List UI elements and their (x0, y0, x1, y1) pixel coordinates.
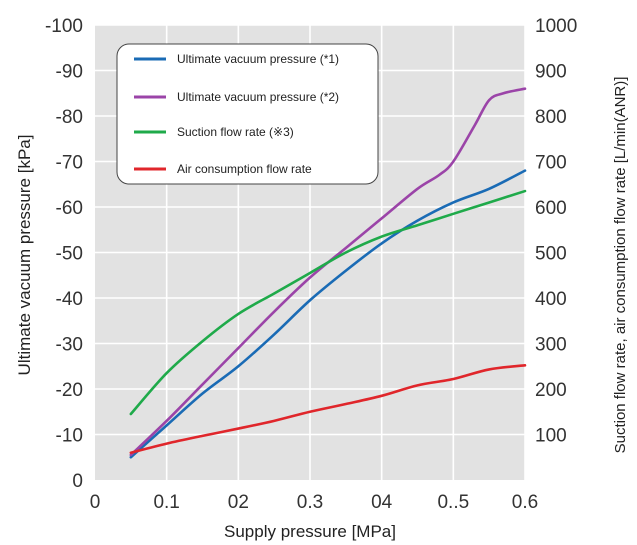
y-tick-label: -40 (56, 289, 83, 310)
y-tick-labels: 0 -10 -20 -30 -40 -50 -60 -70 -80 -90 -100 (45, 16, 83, 492)
y2-tick-label: 700 (535, 153, 567, 174)
y-tick-label: -20 (56, 380, 83, 401)
y2-tick-label: 800 (535, 107, 567, 128)
y-tick-label: -10 (56, 426, 83, 447)
x-tick-label: 0.6 (512, 492, 538, 513)
x-tick-label: 0.1 (153, 492, 179, 513)
legend-label: Ultimate vacuum pressure (*1) (177, 52, 339, 66)
legend: Ultimate vacuum pressure (*1) Ultimate va… (117, 44, 378, 184)
x-tick-label: 0.3 (297, 492, 323, 513)
legend-label: Ultimate vacuum pressure (*2) (177, 90, 339, 104)
x-tick-label: 02 (228, 492, 249, 513)
y2-tick-label: 300 (535, 335, 567, 356)
x-tick-label: 0..5 (437, 492, 469, 513)
y2-axis-title: Suction flow rate, air consumption flow … (612, 77, 629, 454)
y-tick-label: -80 (56, 107, 83, 128)
y-tick-label: 0 (72, 471, 83, 492)
y-tick-label: -50 (56, 244, 83, 265)
y-tick-label: -70 (56, 153, 83, 174)
x-tick-label: 04 (371, 492, 393, 513)
y2-tick-label: 900 (535, 62, 567, 83)
x-axis-title: Supply pressure [MPa] (224, 522, 396, 541)
y2-tick-label: 100 (535, 426, 567, 447)
x-tick-labels: 0 0.1 02 0.3 04 0..5 0.6 (90, 492, 539, 513)
y-axis-title: Ultimate vacuum pressure [kPa] (15, 135, 34, 376)
legend-label: Suction flow rate (※3) (177, 125, 294, 139)
y2-tick-label: 500 (535, 244, 567, 265)
y2-tick-label: 200 (535, 380, 567, 401)
y2-tick-label: 400 (535, 289, 567, 310)
y2-tick-label: 600 (535, 198, 567, 219)
y2-tick-label: 1000 (535, 16, 577, 37)
legend-label: Air consumption flow rate (177, 162, 312, 176)
y-tick-label: -60 (56, 198, 83, 219)
y-tick-label: -30 (56, 335, 83, 356)
y-tick-label: -90 (56, 62, 83, 83)
y2-tick-labels: 100 200 300 400 500 600 700 800 900 1000 (535, 16, 577, 447)
y-tick-label: -100 (45, 16, 83, 37)
x-tick-label: 0 (90, 492, 101, 513)
